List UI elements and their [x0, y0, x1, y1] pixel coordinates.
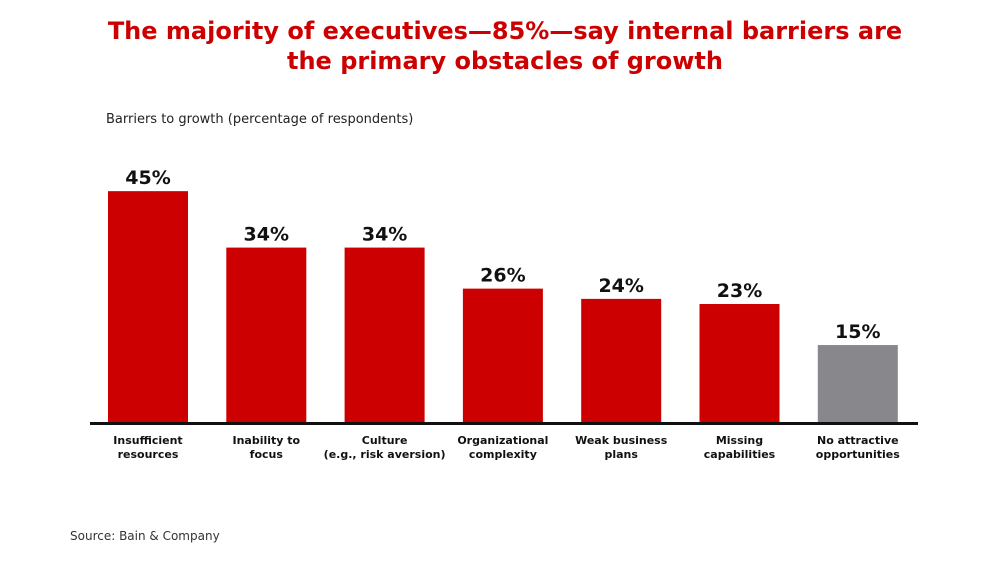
- bar-2: [226, 247, 307, 422]
- category-label-3: Culture(e.g., risk aversion): [324, 434, 446, 461]
- value-labels-group: 45% 34% 34% 26% 24% 23% 15%: [125, 167, 880, 343]
- category-label-6-line-1: Missing: [716, 434, 763, 447]
- bar-1: [108, 191, 188, 422]
- value-label-3: 34%: [362, 224, 407, 246]
- bar-5: [581, 298, 662, 422]
- source-note: Source: Bain & Company: [70, 529, 220, 543]
- value-label-2: 34%: [244, 224, 289, 246]
- chart-title: The majority of executives—85%—say inter…: [0, 16, 1000, 76]
- category-label-7-line-1: No attractive: [817, 434, 899, 447]
- bar-6: [699, 304, 780, 422]
- chart-title-line-1: The majority of executives—85%—say inter…: [107, 17, 903, 45]
- category-label-6-line-2: capabilities: [704, 448, 776, 461]
- chart-title-line-2: the primary obstacles of growth: [287, 47, 723, 75]
- category-label-2-line-1: Inability to: [232, 434, 300, 447]
- chart-subtitle: Barriers to growth (percentage of respon…: [106, 112, 414, 127]
- category-label-1-line-2: resources: [118, 448, 179, 461]
- category-label-4-line-1: Organizational: [457, 434, 548, 447]
- value-label-7: 15%: [835, 321, 880, 343]
- value-label-4: 26%: [480, 265, 525, 287]
- bars-group: [108, 191, 898, 422]
- category-label-3-line-1: Culture: [362, 434, 408, 447]
- category-label-2-line-2: focus: [250, 448, 284, 461]
- category-label-4-line-2: complexity: [469, 448, 537, 461]
- bar-4: [462, 288, 543, 422]
- category-label-5-line-1: Weak business: [575, 434, 668, 447]
- category-label-1-line-1: Insufficient: [113, 434, 182, 447]
- value-label-5: 24%: [598, 275, 643, 297]
- category-label-3-line-2: (e.g., risk aversion): [324, 448, 446, 461]
- category-label-5-line-2: plans: [604, 448, 638, 461]
- bar-7: [817, 345, 898, 422]
- category-label-7-line-2: opportunities: [816, 448, 900, 461]
- value-label-1: 45%: [125, 167, 170, 189]
- bar-3: [344, 247, 425, 422]
- bar-chart: 45% 34% 34% 26% 24% 23% 15% Insufficientresour…: [90, 167, 918, 461]
- value-label-6: 23%: [717, 280, 762, 302]
